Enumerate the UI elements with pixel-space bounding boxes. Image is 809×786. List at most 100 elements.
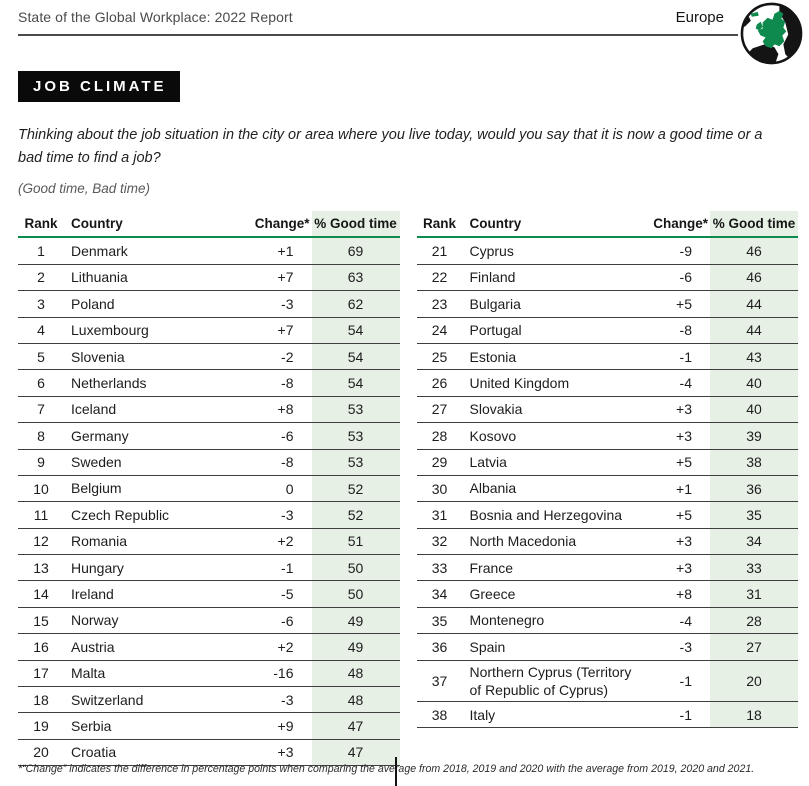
header-divider <box>18 34 738 36</box>
cell-change: +2 <box>277 533 294 550</box>
cell-country: Germany <box>71 427 129 444</box>
cell-change: +9 <box>277 718 294 735</box>
job-climate-badge: JOB CLIMATE <box>18 71 180 102</box>
cell-good: 38 <box>710 449 798 475</box>
cell-change: -1 <box>679 348 692 365</box>
cell-country: Czech Republic <box>71 506 170 523</box>
cell-good: 53 <box>311 423 400 449</box>
table-row: 28 Kosovo +3 39 <box>416 423 798 450</box>
table-row: 7 Iceland +8 53 <box>18 396 400 424</box>
cell-good: 39 <box>710 423 798 449</box>
cell-rank: 19 <box>33 718 49 735</box>
cell-country: Slovenia <box>71 348 125 365</box>
cell-good: 49 <box>311 607 400 634</box>
cell-country: Estonia <box>469 348 517 365</box>
ranking-tables: Rank Country Change* % Good time 1 Denmar… <box>18 211 798 767</box>
ranking-table-right: Rank Country Change* % Good time 21 Cypru… <box>416 211 798 766</box>
table-row: 20 Croatia +3 47 <box>18 739 400 767</box>
cell-country: Austria <box>71 638 115 655</box>
table-row: 25 Estonia -1 43 <box>416 343 798 371</box>
cell-rank: 33 <box>431 559 448 576</box>
survey-question: Thinking about the job situation in the … <box>18 127 763 167</box>
cell-change: -6 <box>679 269 692 286</box>
cell-change: -1 <box>281 559 294 576</box>
cell-country: United Kingdom <box>469 374 570 391</box>
report-title: State of the Global Workplace: 2022 Repo… <box>18 9 293 25</box>
cell-rank: 34 <box>431 586 448 603</box>
region-label: Europe <box>675 9 724 26</box>
cell-country: Northern Cyprus (Territory of Republic o… <box>469 663 632 698</box>
col-header-change: Change* <box>254 216 310 232</box>
cell-change: -8 <box>281 454 294 471</box>
table-header: Rank Country Change* % Good time <box>416 211 798 239</box>
table-row: 5 Slovenia -2 54 <box>18 343 400 371</box>
cell-rank: 36 <box>431 638 448 655</box>
table-row: 2 Lithuania +7 63 <box>18 264 400 292</box>
cell-rank: 38 <box>431 706 448 723</box>
cell-rank: 16 <box>33 638 49 655</box>
table-row: 18 Switzerland -3 48 <box>18 687 400 714</box>
cell-country: Slovakia <box>469 401 523 418</box>
cell-good: 20 <box>710 660 798 701</box>
cell-good: 48 <box>311 660 400 687</box>
cell-country: Poland <box>71 295 115 312</box>
cell-change: -3 <box>281 506 294 523</box>
cell-country: Hungary <box>71 559 124 576</box>
cell-country: Portugal <box>469 322 522 339</box>
cell-good: 44 <box>710 317 798 343</box>
cell-country: Lithuania <box>71 269 128 286</box>
table-row: 34 Greece +8 31 <box>416 581 798 608</box>
cell-change: -6 <box>281 427 294 444</box>
cell-change: +1 <box>676 480 692 497</box>
cell-country: Malta <box>71 665 106 682</box>
table-row: 38 Italy -1 18 <box>416 702 798 729</box>
table-row: 26 United Kingdom -4 40 <box>416 370 798 397</box>
cell-rank: 27 <box>431 401 448 418</box>
cell-good: 50 <box>311 581 400 607</box>
cell-good: 44 <box>710 291 798 317</box>
cell-country: Netherlands <box>71 374 147 391</box>
cell-country: Ireland <box>71 586 114 603</box>
table-row: 6 Netherlands -8 54 <box>18 370 400 397</box>
cell-change: +3 <box>676 401 692 418</box>
cell-good: 53 <box>311 449 400 475</box>
col-header-goodtime: % Good time <box>710 211 798 237</box>
col-header-change: Change* <box>653 216 708 232</box>
text-cursor <box>395 757 397 786</box>
cell-good: 47 <box>311 713 400 739</box>
cell-change: -2 <box>281 348 294 365</box>
change-footnote: *“Change” indicates the difference in pe… <box>18 763 755 775</box>
cell-good: 34 <box>710 528 798 555</box>
table-row: 24 Portugal -8 44 <box>416 317 798 344</box>
cell-change: -8 <box>281 375 294 392</box>
cell-country: Cyprus <box>469 242 514 259</box>
cell-rank: 4 <box>37 322 45 339</box>
answer-options: (Good time, Bad time) <box>18 181 151 197</box>
table-row: 22 Finland -6 46 <box>416 264 798 292</box>
table-row: 9 Sweden -8 53 <box>18 449 400 476</box>
cell-change: +8 <box>277 401 294 418</box>
cell-rank: 21 <box>431 243 448 260</box>
cell-good: 40 <box>710 370 798 396</box>
cell-change: -5 <box>281 586 294 603</box>
cell-change: -8 <box>679 322 692 339</box>
cell-country: France <box>469 559 514 576</box>
table-row: 13 Hungary -1 50 <box>18 555 400 582</box>
cell-country: Latvia <box>469 454 507 471</box>
cell-good: 27 <box>710 634 798 660</box>
table-row: 29 Latvia +5 38 <box>416 449 798 476</box>
table-row: 4 Luxembourg +7 54 <box>18 317 400 344</box>
cell-good: 62 <box>311 291 400 317</box>
cell-country: North Macedonia <box>469 533 577 550</box>
table-row: 37 Northern Cyprus (Territory of Republic… <box>416 660 798 702</box>
cell-country: Croatia <box>71 744 117 761</box>
table-row: 8 Germany -6 53 <box>18 423 400 450</box>
cell-country: Italy <box>469 706 496 723</box>
table-row: 36 Spain -3 27 <box>416 634 798 661</box>
cell-rank: 1 <box>37 243 45 260</box>
globe-europe-icon <box>740 2 803 65</box>
cell-change: +5 <box>676 506 692 523</box>
cell-country: Sweden <box>71 454 122 471</box>
cell-good: 49 <box>311 634 400 660</box>
